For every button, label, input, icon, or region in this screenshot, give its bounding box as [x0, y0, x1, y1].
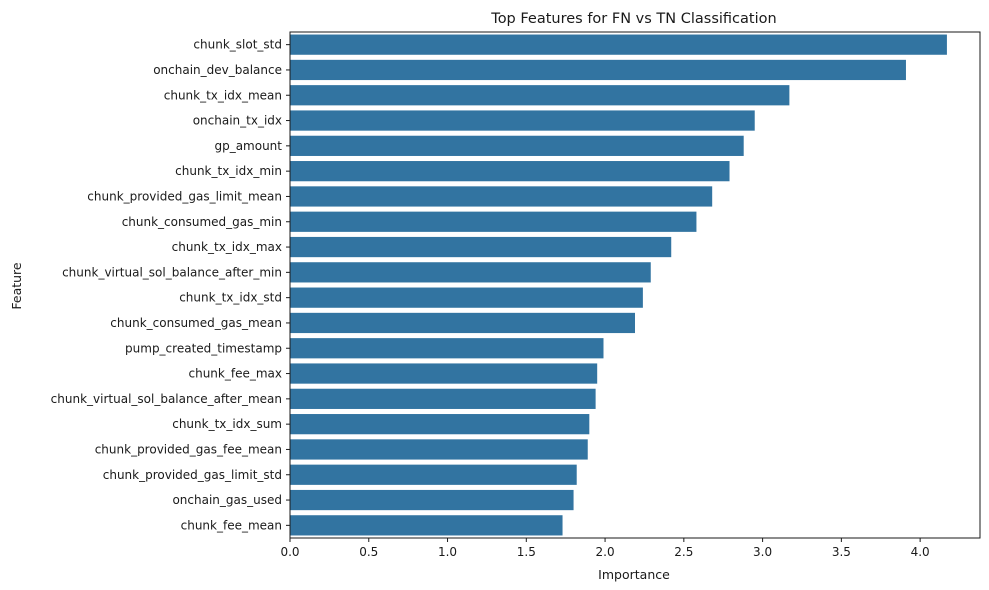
y-tick-label: chunk_provided_gas_fee_mean [95, 442, 282, 456]
bar-pump-created-timestamp [290, 338, 604, 359]
y-tick-label: chunk_provided_gas_limit_std [103, 468, 282, 482]
x-tick-label: 3.5 [832, 545, 851, 559]
x-axis-label: Importance [598, 567, 670, 582]
y-tick-label: chunk_consumed_gas_mean [110, 316, 282, 330]
y-tick-label: chunk_tx_idx_mean [164, 88, 282, 102]
bar-gp-amount [290, 135, 744, 156]
y-axis-label: Feature [9, 262, 24, 310]
x-tick-label: 3.0 [753, 545, 772, 559]
y-tick-label: chunk_tx_idx_max [172, 240, 282, 254]
y-tick-label: onchain_dev_balance [153, 63, 282, 77]
bar-chunk-tx-idx-std [290, 287, 643, 308]
bar-chunk-consumed-gas-mean [290, 312, 635, 334]
bar-chunk-provided-gas-fee-mean [290, 439, 588, 460]
x-tick-label: 1.0 [438, 545, 457, 559]
y-tick-label: chunk_tx_idx_min [175, 164, 282, 178]
bar-chunk-tx-idx-max [290, 236, 672, 258]
bar-onchain-tx-idx [290, 110, 755, 131]
bar-chunk-virtual-sol-balance-after-min [290, 262, 651, 283]
y-tick-label: chunk_provided_gas_limit_mean [87, 189, 282, 203]
bar-chunk-slot-std [290, 34, 947, 55]
x-tick-label: 4.0 [911, 545, 930, 559]
bars-group [290, 34, 947, 536]
y-tick-label: chunk_consumed_gas_min [122, 215, 282, 229]
bar-chunk-tx-idx-sum [290, 414, 590, 435]
bar-chunk-provided-gas-limit-mean [290, 186, 713, 207]
bar-chunk-consumed-gas-min [290, 211, 697, 232]
bar-onchain-dev-balance [290, 59, 906, 81]
bar-chunk-provided-gas-limit-std [290, 464, 577, 485]
plot-frame [289, 31, 981, 539]
y-tick-label: chunk_fee_max [189, 367, 283, 381]
bar-chunk-virtual-sol-balance-after-mean [290, 388, 596, 409]
bar-chunk-fee-mean [290, 515, 563, 536]
x-tick-label: 0.5 [359, 545, 378, 559]
bar-chunk-fee-max [290, 363, 598, 384]
y-axis-ticks: chunk_slot_std onchain_dev_balance chunk_t… [51, 38, 290, 532]
y-tick-label: chunk_tx_idx_sum [172, 417, 282, 431]
bar-chunk-tx-idx-min [290, 161, 730, 182]
y-tick-label: chunk_virtual_sol_balance_after_mean [51, 392, 282, 406]
bar-onchain-gas-used [290, 489, 574, 511]
x-tick-label: 0.0 [280, 545, 299, 559]
y-tick-label: chunk_tx_idx_std [179, 291, 282, 305]
bar-chunk-tx-idx-mean [290, 85, 790, 106]
x-tick-label: 1.5 [517, 545, 536, 559]
y-tick-label: chunk_fee_mean [181, 518, 282, 532]
x-axis-ticks: 0.0 0.5 1.0 1.5 2.0 2.5 3.0 3.5 4.0 [280, 538, 930, 559]
chart-title: Top Features for FN vs TN Classification [490, 11, 776, 27]
x-tick-label: 2.0 [596, 545, 615, 559]
y-tick-label: onchain_gas_used [172, 493, 282, 507]
y-tick-label: gp_amount [214, 139, 282, 153]
y-tick-label: pump_created_timestamp [125, 341, 282, 355]
y-tick-label: chunk_slot_std [193, 38, 282, 52]
y-tick-label: chunk_virtual_sol_balance_after_min [62, 265, 282, 279]
x-tick-label: 2.5 [674, 545, 693, 559]
y-tick-label: onchain_tx_idx [193, 114, 282, 128]
